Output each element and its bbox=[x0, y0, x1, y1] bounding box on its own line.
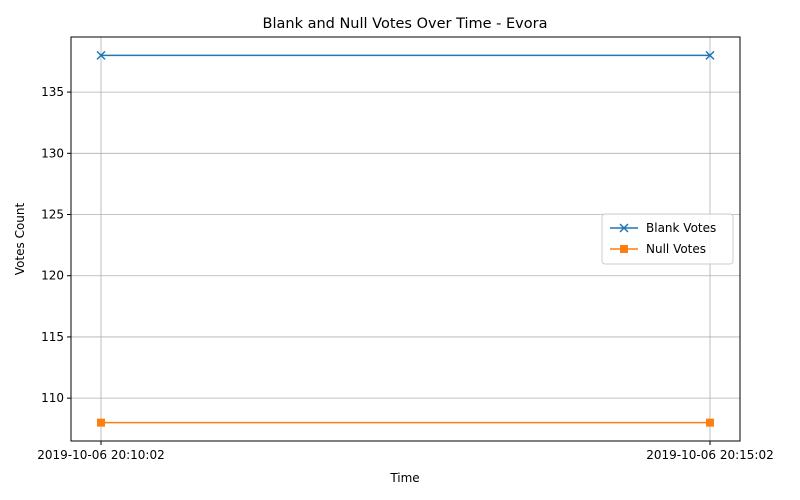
y-tick-label: 125 bbox=[41, 208, 64, 222]
x-tick-label: 2019-10-06 20:15:02 bbox=[646, 448, 773, 462]
x-axis-label: Time bbox=[389, 471, 419, 485]
marker-stroke bbox=[96, 50, 106, 60]
x-axis-ticks: 2019-10-06 20:10:02 2019-10-06 20:15:02 bbox=[37, 441, 774, 462]
data-point bbox=[96, 50, 106, 60]
plot-frame bbox=[70, 36, 741, 442]
y-axis-label: Votes Count bbox=[13, 203, 27, 276]
data-point bbox=[97, 418, 105, 427]
marker-stroke bbox=[705, 50, 715, 60]
legend-label: Null Votes bbox=[646, 242, 706, 256]
legend-box bbox=[601, 213, 734, 265]
data-point bbox=[705, 50, 715, 60]
grid bbox=[71, 37, 740, 441]
y-axis-ticks: 110 115 120 125 130 135 bbox=[41, 85, 71, 405]
chart-title: Blank and Null Votes Over Time - Evora bbox=[263, 16, 548, 32]
x-tick-label: 2019-10-06 20:10:02 bbox=[37, 448, 164, 462]
marker-stroke bbox=[619, 223, 629, 233]
legend-marker bbox=[619, 223, 629, 233]
legend-marker bbox=[620, 245, 628, 253]
y-tick-label: 135 bbox=[41, 85, 64, 99]
legend-label: Blank Votes bbox=[646, 221, 716, 235]
y-tick-label: 130 bbox=[41, 146, 64, 160]
y-tick-label: 120 bbox=[41, 269, 64, 283]
y-tick-label: 115 bbox=[41, 330, 64, 344]
legend: Blank Votes Null Votes bbox=[601, 213, 734, 265]
plot-series bbox=[96, 50, 715, 427]
data-point bbox=[706, 418, 714, 427]
y-tick-label: 110 bbox=[41, 391, 64, 405]
